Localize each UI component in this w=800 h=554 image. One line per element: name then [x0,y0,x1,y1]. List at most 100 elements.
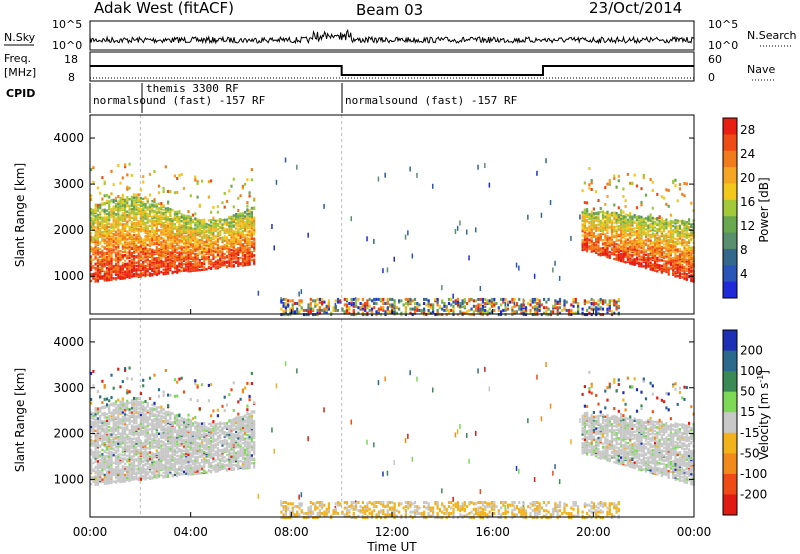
power-cell [667,270,670,273]
power-cell [155,241,158,244]
power-cell [588,213,591,216]
power-cell [189,243,192,246]
power-cell [490,297,494,301]
power-cell [642,220,645,224]
power-cell [382,306,385,310]
power-cell [239,262,242,265]
power-cell [615,185,618,189]
power-cell [665,268,668,271]
power-cell [99,247,102,251]
power-cell [595,211,598,215]
power-cell [604,212,607,215]
power-cell [203,243,206,246]
power-cell [298,299,301,303]
power-cell [282,297,285,301]
power-cell [203,227,206,230]
power-cell [581,230,584,233]
power-cell [533,313,537,317]
freq-label-1: Freq. [4,52,31,65]
power-cell [96,249,99,252]
power-cell [366,311,369,315]
power-cell [373,238,375,244]
cpid-label: CPID [6,87,35,100]
power-cell [644,262,648,265]
power-cell [214,256,217,259]
power-cell [239,256,242,260]
power-cell [518,265,520,271]
power-cell [151,248,154,252]
power-cell [176,228,179,231]
power-cell [690,269,693,273]
power-cell [137,211,140,214]
power-cell [663,220,666,223]
power-cell [139,274,142,277]
power-cell [654,246,657,249]
power-cell [345,297,349,301]
power-cell [130,201,133,204]
power-cell [500,297,503,301]
power-cell [212,216,215,220]
power-cell [135,233,138,237]
power-cell [633,243,636,247]
power-cell [148,224,152,227]
power-cell [384,310,387,314]
power-cell [230,232,233,235]
power-cell [296,307,299,311]
power-cell [94,239,97,242]
power-cell [418,308,421,312]
cpid-segment-themis: themis 3300 RF [146,82,239,95]
power-cell [669,264,672,267]
power-cell [110,254,113,257]
power-cell [99,211,102,214]
power-cell [221,236,224,239]
power-cell [203,257,206,260]
power-cell [237,242,240,245]
power-cell [110,223,113,226]
power-cell [656,270,659,273]
power-cell [409,307,412,311]
velocity-cell [90,397,93,401]
power-cell [105,223,109,227]
power-cell [536,302,539,305]
power-cell [522,299,525,303]
power-cell [235,227,238,230]
power-cell [667,221,670,224]
power-cell [244,248,247,251]
power-cell [674,246,677,249]
power-cell [157,207,161,210]
power-cell [169,242,172,245]
power-cell [654,226,657,229]
power-cell [649,265,652,269]
power-cell [228,264,231,267]
power-cell [94,229,97,232]
power-cell [148,219,152,222]
power-cell [135,221,138,225]
power-cell [221,241,224,244]
power-cell [656,260,659,263]
power-cell [681,266,684,269]
power-cell [590,179,593,182]
power-cell [561,308,564,312]
power-cell [164,207,167,210]
power-cell [201,262,204,265]
power-cell [235,250,238,253]
power-cell [162,208,165,212]
power-cell [178,231,181,234]
power-cell [615,218,618,222]
power-cell [96,273,99,276]
power-cell [617,216,620,219]
power-cell [216,222,219,226]
power-cell [592,302,595,305]
power-cell [223,235,226,238]
power-cell [690,223,693,226]
power-cell [114,251,118,254]
power-cell [688,236,691,239]
power-cell [253,218,256,222]
power-cell [250,228,253,232]
power-cell [400,299,403,303]
power-cell [137,199,140,202]
power-cell [121,250,124,254]
power-cell [472,310,475,314]
power-cell [601,249,605,252]
power-cell [133,250,136,254]
